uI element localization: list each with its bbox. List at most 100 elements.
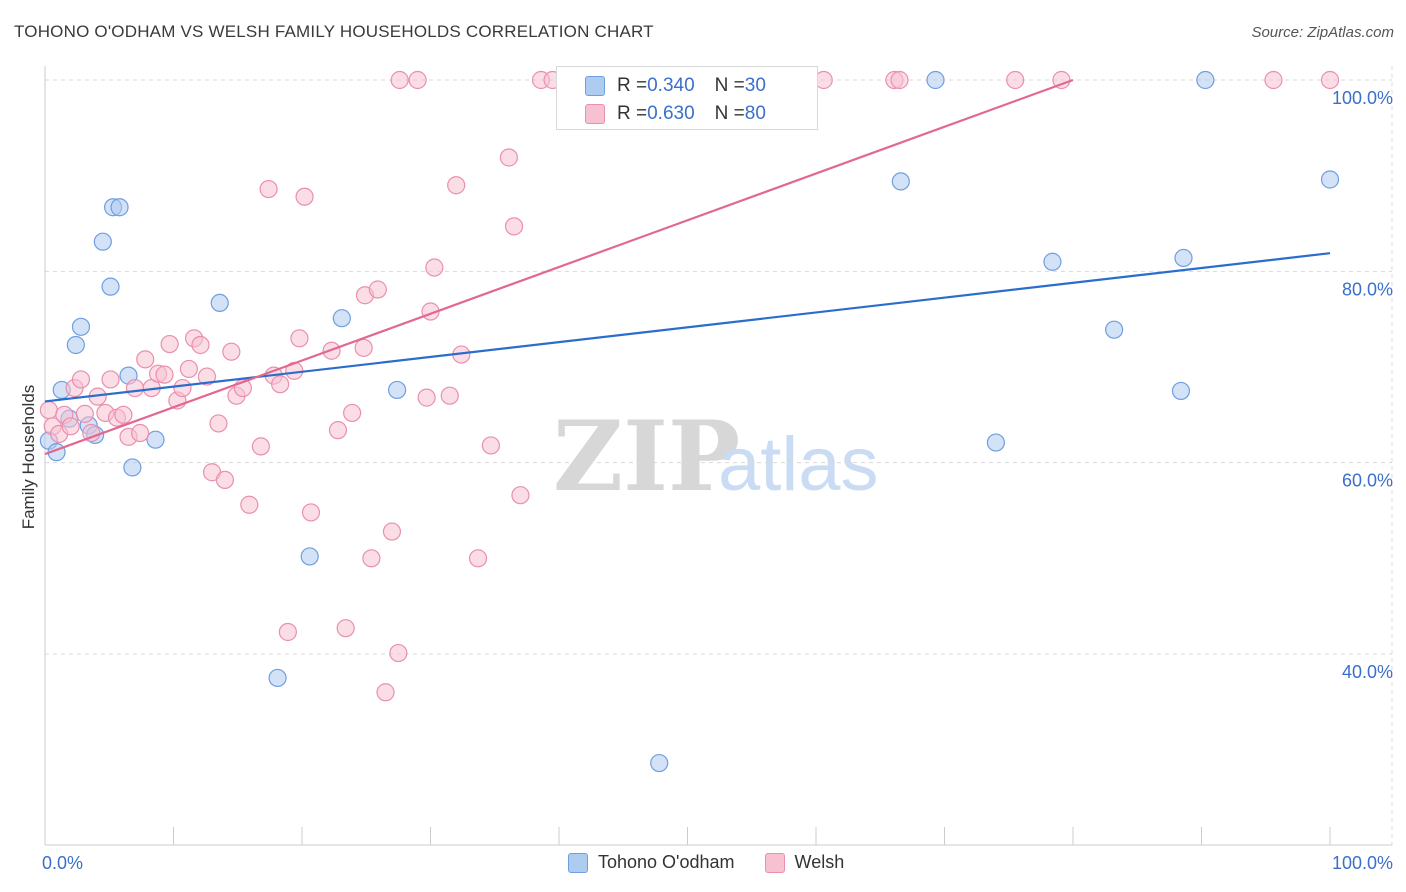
data-point[interactable] — [130, 423, 150, 443]
data-point[interactable] — [123, 458, 142, 477]
data-point[interactable] — [71, 370, 91, 389]
data-point[interactable] — [209, 414, 228, 433]
legend-swatch-welsh — [764, 852, 785, 873]
series-legend: Tohono O'odham Welsh — [568, 852, 874, 873]
data-point[interactable] — [125, 378, 145, 398]
data-point[interactable] — [136, 350, 155, 369]
legend-r-value: 0.340 — [647, 75, 695, 96]
data-point[interactable] — [295, 187, 314, 206]
legend-swatch-welsh — [585, 104, 605, 124]
data-point[interactable] — [300, 547, 319, 566]
data-point[interactable] — [1196, 70, 1215, 90]
data-point[interactable] — [1105, 320, 1124, 339]
data-point[interactable] — [328, 421, 348, 440]
data-point[interactable] — [278, 622, 297, 642]
y-tick-label: 40.0% — [1342, 662, 1393, 682]
data-point[interactable] — [1043, 252, 1062, 271]
data-point[interactable] — [71, 317, 91, 336]
data-point[interactable] — [336, 619, 355, 638]
data-point[interactable] — [387, 380, 407, 400]
data-point[interactable] — [197, 367, 217, 386]
legend-n-label: N = — [714, 75, 745, 96]
data-point[interactable] — [389, 643, 408, 663]
legend-item-tohono[interactable]: Tohono O'odham — [568, 852, 735, 873]
trend-lines — [44, 78, 1331, 456]
watermark-zip: ZIP — [553, 400, 740, 513]
y-tick-label: 100.0% — [1332, 88, 1393, 108]
series-welsh-points — [39, 70, 1340, 702]
data-point[interactable] — [75, 404, 94, 423]
legend-item-welsh[interactable]: Welsh — [764, 852, 845, 873]
data-point[interactable] — [110, 198, 129, 217]
data-point[interactable] — [160, 334, 179, 354]
data-point[interactable] — [1320, 70, 1340, 90]
legend-label-welsh: Welsh — [794, 852, 845, 872]
data-point[interactable] — [511, 486, 530, 505]
data-point[interactable] — [890, 70, 909, 90]
data-point[interactable] — [173, 378, 192, 398]
legend-swatch-tohono — [585, 76, 605, 96]
data-point[interactable] — [408, 70, 427, 90]
data-point[interactable] — [1171, 381, 1191, 401]
data-point[interactable] — [440, 386, 459, 405]
data-point[interactable] — [481, 436, 500, 455]
data-point[interactable] — [926, 70, 945, 90]
legend-row-tohono: R = 0.340 N = 30 — [585, 75, 766, 97]
correlation-legend: R = 0.340 N = 30 R = 0.630 N = 80 — [556, 66, 818, 130]
data-point[interactable] — [354, 338, 373, 357]
data-point[interactable] — [271, 375, 290, 394]
data-point[interactable] — [114, 405, 133, 424]
data-point[interactable] — [215, 470, 234, 489]
data-point[interactable] — [986, 433, 1006, 452]
data-point[interactable] — [268, 668, 287, 688]
data-point[interactable] — [417, 388, 436, 407]
data-point[interactable] — [382, 522, 402, 541]
data-point[interactable] — [155, 365, 174, 384]
data-point[interactable] — [251, 437, 270, 456]
tick-labels: 100.0% 80.0% 60.0% 40.0% 0.0% 100.0% — [42, 88, 1393, 873]
data-point[interactable] — [650, 753, 669, 773]
data-point[interactable] — [179, 359, 199, 379]
legend-n-value: 30 — [744, 75, 766, 96]
data-point[interactable] — [390, 70, 409, 90]
data-point[interactable] — [290, 329, 309, 348]
data-point[interactable] — [39, 400, 58, 420]
data-point[interactable] — [1264, 70, 1283, 90]
trend-line-welsh — [44, 78, 1074, 456]
data-point[interactable] — [499, 148, 518, 167]
data-point[interactable] — [368, 280, 387, 299]
data-point[interactable] — [332, 309, 351, 328]
axes — [44, 66, 1392, 846]
data-point[interactable] — [210, 293, 229, 313]
data-point[interactable] — [1006, 70, 1025, 90]
data-point[interactable] — [259, 179, 278, 199]
legend-label-tohono: Tohono O'odham — [598, 852, 735, 872]
data-point[interactable] — [301, 503, 321, 522]
data-point[interactable] — [146, 430, 165, 449]
data-point[interactable] — [425, 258, 444, 277]
legend-row-welsh: R = 0.630 N = 80 — [585, 103, 766, 125]
data-point[interactable] — [376, 683, 395, 702]
data-point[interactable] — [1174, 248, 1193, 268]
data-point[interactable] — [61, 417, 80, 436]
data-point[interactable] — [447, 176, 466, 195]
y-axis-label: Family Households — [19, 385, 38, 530]
data-point[interactable] — [468, 549, 488, 568]
data-point[interactable] — [343, 403, 362, 423]
chart-title: TOHONO O'ODHAM VS WELSH FAMILY HOUSEHOLD… — [14, 22, 654, 41]
data-point[interactable] — [66, 335, 85, 355]
data-point[interactable] — [222, 342, 241, 361]
data-point[interactable] — [101, 277, 120, 296]
x-tick-label: 0.0% — [42, 853, 83, 873]
data-point[interactable] — [191, 335, 210, 355]
legend-n-value: 80 — [744, 103, 766, 124]
data-point[interactable] — [504, 217, 524, 236]
data-point[interactable] — [240, 495, 259, 514]
data-point[interactable] — [101, 370, 120, 389]
trend-line-tohono — [44, 252, 1331, 403]
data-point[interactable] — [1320, 170, 1340, 189]
data-point[interactable] — [891, 172, 910, 191]
data-point[interactable] — [93, 232, 112, 251]
data-point[interactable] — [362, 549, 381, 568]
